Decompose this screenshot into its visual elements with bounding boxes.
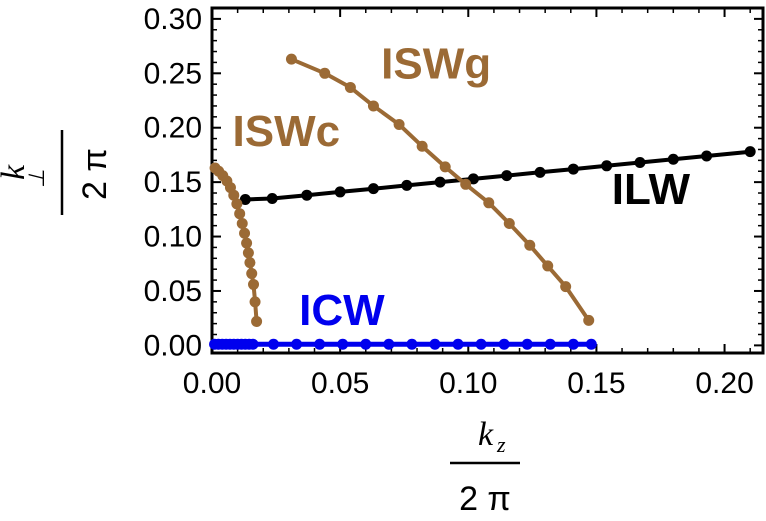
y-axis-label: k ⊥ 2 π: [0, 130, 114, 215]
data-point-ilw: [367, 183, 379, 195]
data-point-ilw: [334, 186, 346, 198]
data-point-ilw: [301, 189, 313, 201]
y-tick-label: 0.20: [144, 112, 202, 145]
data-point-icw: [314, 338, 326, 350]
y-tick-label: 0.00: [144, 329, 202, 362]
data-point-icw: [585, 338, 597, 350]
data-point-iswc: [241, 237, 253, 249]
data-point-ilw: [701, 150, 713, 162]
y-tick-label: 0.10: [144, 221, 202, 254]
y-tick-label: 0.05: [144, 275, 202, 308]
data-point-iswc: [236, 217, 248, 229]
data-point-ilw: [667, 153, 679, 165]
data-point-ilw: [534, 166, 546, 178]
data-point-ilw: [744, 146, 756, 158]
x-tick-label: 0.15: [567, 367, 625, 400]
data-point-icw: [567, 338, 579, 350]
data-point-iswg: [560, 281, 572, 293]
data-point-icw: [337, 338, 349, 350]
data-point-iswg: [542, 260, 554, 272]
data-point-iswg: [285, 53, 297, 65]
y-axis-denominator: 2 π: [76, 148, 114, 200]
data-point-ilw: [239, 194, 251, 206]
data-point-ilw: [634, 157, 646, 169]
series-label-iswg: ISWg: [381, 40, 491, 89]
data-point-iswc: [242, 247, 254, 259]
data-point-iswg: [416, 140, 428, 152]
data-point-icw: [429, 338, 441, 350]
series-label-icw: ICW: [299, 286, 385, 335]
data-point-iswc: [231, 198, 243, 210]
annotations-layer: ISWg ISWc ILW ICW: [233, 40, 691, 336]
x-tick-label: 0.20: [695, 367, 753, 400]
x-tick-label: 0.00: [183, 367, 241, 400]
data-point-ilw: [401, 179, 413, 191]
data-point-iswc: [228, 189, 240, 201]
x-tick-label: 0.10: [439, 367, 497, 400]
data-point-iswg: [367, 100, 379, 112]
data-point-iswc: [248, 278, 260, 290]
data-point-ilw: [567, 163, 579, 175]
y-axis-symbol: k: [0, 164, 32, 180]
data-point-ilw: [434, 176, 446, 188]
data-point-iswg: [483, 197, 495, 209]
data-point-icw: [406, 338, 418, 350]
series-label-ilw: ILW: [612, 165, 691, 214]
data-point-icw: [268, 338, 280, 350]
data-point-iswc: [249, 296, 261, 308]
data-point-iswc: [251, 315, 263, 327]
data-point-iswg: [344, 81, 356, 93]
data-point-icw: [498, 338, 510, 350]
data-point-ilw: [501, 170, 513, 182]
series-layer: [209, 53, 756, 350]
x-axis-subscript: z: [496, 432, 506, 457]
data-point-iswc: [246, 268, 258, 280]
data-point-ilw: [266, 192, 278, 204]
data-point-ilw: [467, 173, 479, 185]
data-point-iswg: [460, 178, 472, 190]
series-line-ilw: [243, 149, 753, 202]
series-label-iswc: ISWc: [233, 107, 341, 156]
data-point-icw: [360, 338, 372, 350]
x-tick-label: 0.05: [311, 367, 369, 400]
y-tick-label: 0.15: [144, 166, 202, 199]
data-point-icw: [291, 338, 303, 350]
y-tick-label: 0.30: [144, 3, 202, 36]
y-tick-label: 0.25: [144, 57, 202, 90]
ticks-layer: 0.00 0.05 0.10 0.15 0.20 0.00 0.05 0.10 0.15 0.20…: [144, 3, 763, 400]
data-point-iswc: [234, 208, 246, 220]
data-point-icw: [247, 338, 259, 350]
data-point-iswg: [439, 161, 451, 173]
data-point-ilw: [601, 160, 613, 172]
data-point-icw: [475, 338, 487, 350]
data-point-icw: [521, 338, 533, 350]
data-point-iswg: [319, 67, 331, 79]
data-point-iswg: [503, 217, 515, 229]
data-point-icw: [452, 338, 464, 350]
data-point-iswg: [393, 118, 405, 130]
x-axis-label: k z 2 π: [450, 416, 520, 518]
data-point-icw: [544, 338, 556, 350]
data-point-icw: [383, 338, 395, 350]
data-point-iswc: [244, 257, 256, 269]
y-axis-subscript: ⊥: [24, 169, 49, 188]
data-point-iswc: [239, 227, 251, 239]
x-axis-denominator: 2 π: [459, 480, 511, 518]
plot-frame: [210, 6, 765, 355]
x-axis-symbol: k: [478, 416, 494, 453]
data-point-iswg: [524, 239, 536, 251]
data-point-iswg: [583, 314, 595, 326]
